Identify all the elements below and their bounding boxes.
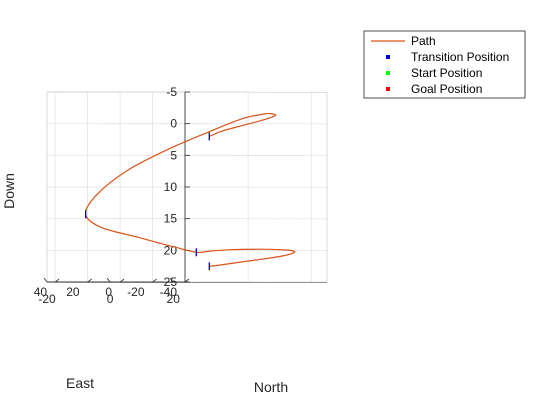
down-tick-label: 10 — [164, 180, 178, 194]
down-tick-label: 25 — [164, 275, 178, 289]
east-tick-label: -40 — [160, 285, 178, 299]
legend-start-position-swatch — [386, 71, 390, 75]
north-axis-label: North — [254, 379, 288, 395]
position-markers — [84, 132, 210, 271]
legend-transition-position-swatch — [386, 55, 390, 59]
north-tick-label: 20 — [167, 292, 181, 306]
north-tick-label: -20 — [38, 292, 56, 306]
down-tick-label: 0 — [170, 117, 177, 131]
legend-entry-label: Goal Position — [411, 82, 482, 96]
north-tick-mark — [43, 277, 48, 283]
north-tick-label: 0 — [107, 292, 114, 306]
east-tick-mark — [87, 278, 92, 283]
east-tick-label: 40 — [34, 285, 48, 299]
east-axis-label: East — [66, 375, 94, 391]
legend-entry-label: Start Position — [411, 66, 482, 80]
east-tick-mark — [184, 278, 190, 283]
down-axis-label: Down — [1, 173, 17, 209]
down-tick-label: -5 — [166, 85, 177, 99]
series-line-path — [84, 112, 296, 267]
path-series — [84, 112, 296, 267]
east-tick-label: 20 — [66, 285, 80, 299]
legend-goal-position-swatch — [386, 87, 390, 91]
down-tick-label: 5 — [170, 148, 177, 162]
legend: Path Transition Position Start Position Goa… — [363, 30, 526, 99]
east-tick-label: -20 — [127, 285, 145, 299]
legend-box — [363, 30, 526, 99]
east-tick-label: 0 — [105, 285, 112, 299]
north-tick-mark — [169, 277, 174, 283]
east-tick-mark — [152, 278, 157, 283]
legend-entry-label: Path — [411, 34, 436, 48]
east-tick-mark — [119, 278, 125, 283]
east-tick-mark — [54, 278, 60, 283]
north-tick-mark — [106, 277, 111, 283]
legend-entry-label: Transition Position — [411, 50, 509, 64]
down-tick-label: 15 — [164, 212, 178, 226]
